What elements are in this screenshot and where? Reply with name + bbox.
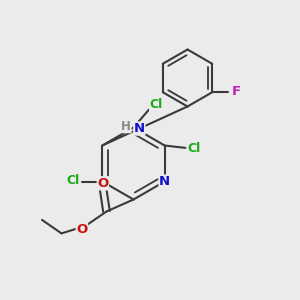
Text: F: F <box>232 85 241 98</box>
Text: N: N <box>159 175 170 188</box>
Text: O: O <box>97 177 109 190</box>
Text: O: O <box>76 223 88 236</box>
Text: H: H <box>121 120 131 133</box>
Text: Cl: Cl <box>188 142 201 155</box>
Text: Cl: Cl <box>67 174 80 188</box>
Text: N: N <box>134 122 145 135</box>
Text: Cl: Cl <box>150 98 163 111</box>
